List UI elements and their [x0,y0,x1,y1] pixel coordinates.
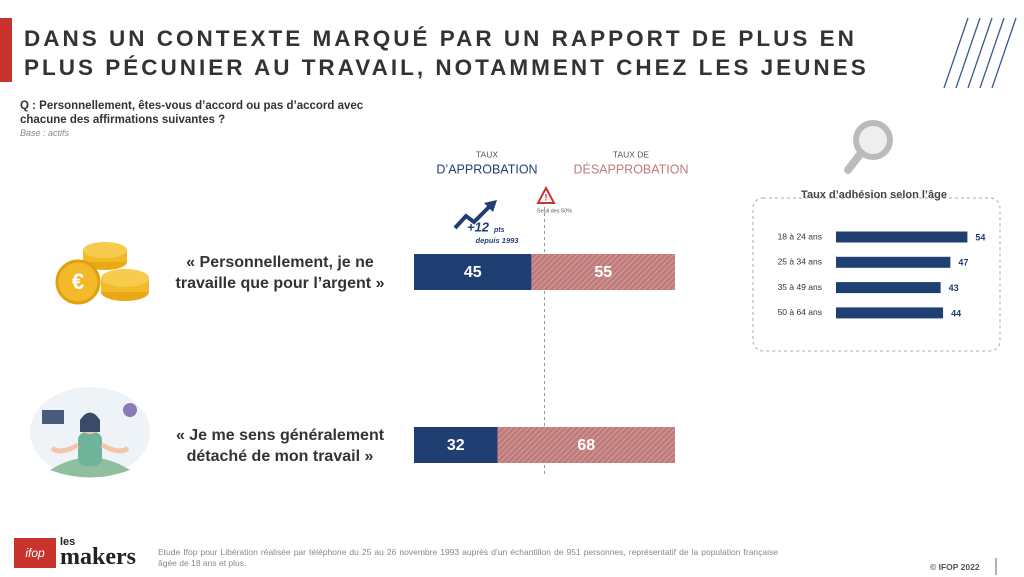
question: Q : Personnellement, êtes-vous d’accord … [20,100,364,126]
category-label: « Personnellement, je ne travaille que p… [175,254,385,292]
y-tick-label: 50 à 64 ans [778,307,822,317]
y-tick-label: 25 à 34 ans [778,257,822,267]
trend-unit: pts [493,227,505,234]
trend-arrow [453,200,497,230]
value-label: 55 [594,264,612,281]
bar-segment [497,427,675,463]
series-name: D’APPROBATION [436,162,537,176]
category-label: « Je me sens généralement détaché de mon… [175,427,385,465]
bar-segment [531,254,675,290]
warning-icon: ! [536,185,556,204]
y-tick-label: 18 à 24 ans [778,231,822,241]
logo: les [60,536,76,548]
value-label: 54 [975,232,985,242]
logo: makers [60,544,136,570]
value-label: 47 [958,258,968,268]
copyright: © IFOP 2022 [930,562,980,572]
accent-bar [0,18,12,82]
age-panel [752,197,1001,352]
value-label: 45 [464,264,482,281]
svg-text:!: ! [545,192,548,202]
panel-title: Taux d’adhésion selon l’âge [801,189,947,201]
logo: ifop [25,546,45,560]
value-label: 43 [949,283,959,293]
series-prefix: TAUX [476,149,498,159]
value-label: 68 [577,437,595,454]
magnifier-icon [844,120,893,174]
trend-since: depuis 1993 [476,236,520,245]
bar [836,282,941,294]
series-name: DÉSAPPROBATION [573,161,688,176]
svg-text:€: € [72,269,84,294]
bar-segment [414,427,498,463]
coins-icon: € [55,242,149,305]
bar-segment [414,254,532,290]
ifop-logo-box [14,538,56,568]
value-label: 32 [447,437,465,454]
reference-label: Seuil des 50% [537,208,572,214]
bar [836,256,951,268]
y-tick-label: 35 à 49 ans [778,282,822,292]
base: Base : actifs [20,128,70,138]
source-note: Etude Ifop pour Libération réalisée par … [158,547,778,568]
value-label: 44 [951,308,961,318]
bar [836,307,944,319]
meditation-icon [30,387,150,478]
bar [836,231,968,243]
decor-lines [943,17,1017,89]
trend-change: +12 [467,219,490,234]
series-prefix: TAUX DE [613,149,650,159]
slide-title: DANS UN CONTEXTE MARQUÉ PAR UN RAPPORT D… [24,26,869,80]
